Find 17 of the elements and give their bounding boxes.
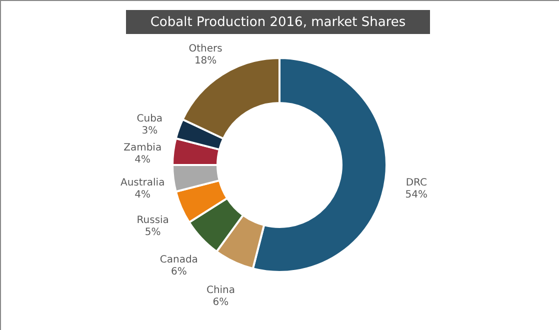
slice-label: China — [206, 284, 236, 296]
slice-label: Canada — [160, 254, 198, 266]
data-label: 54% — [405, 189, 428, 200]
chart-title: Cobalt Production 2016, market Shares — [150, 15, 406, 30]
slice-label: Zambia — [124, 142, 162, 154]
data-label: 5% — [144, 226, 161, 238]
slice-label: DRC — [406, 177, 427, 188]
data-label: 4% — [134, 154, 151, 166]
data-label: 4% — [134, 189, 151, 200]
data-label: 3% — [142, 125, 158, 136]
slice-label: Russia — [136, 214, 169, 226]
slice-label: Cuba — [136, 113, 163, 124]
slice-label: Australia — [120, 177, 165, 188]
data-label: 6% — [212, 296, 229, 308]
data-label: 6% — [170, 266, 187, 278]
slice-label: Others — [188, 43, 222, 54]
data-label: 18% — [194, 55, 217, 66]
